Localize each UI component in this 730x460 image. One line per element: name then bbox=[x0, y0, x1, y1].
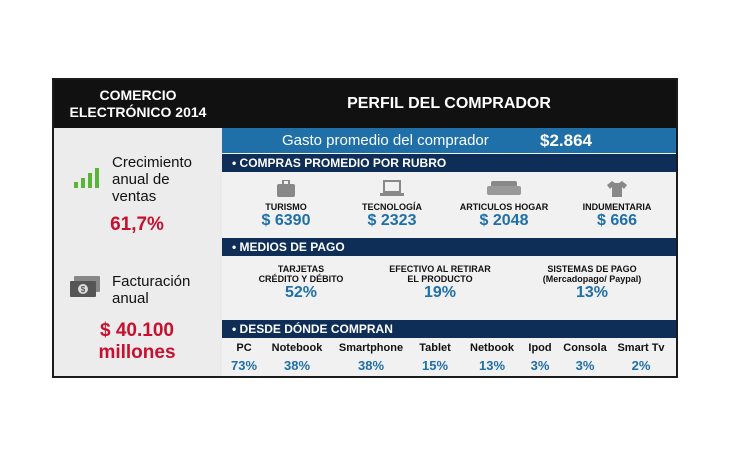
device-value: 15% bbox=[421, 358, 449, 373]
bar-chart-icon bbox=[74, 168, 99, 188]
device-value: 13% bbox=[478, 358, 506, 373]
average-spend-bar: Gasto promedio del comprador $2.864 bbox=[222, 128, 676, 153]
left-header: COMERCIO ELECTRÓNICO 2014 bbox=[54, 80, 222, 128]
pago-line2: EL PRODUCTO bbox=[407, 274, 473, 284]
pago-line1: TARJETAS bbox=[277, 264, 325, 274]
device-value: 38% bbox=[357, 358, 385, 373]
rubro-value: $ 2048 bbox=[479, 212, 529, 229]
billing-value-line2: millones bbox=[98, 342, 176, 363]
pago-value: 52% bbox=[284, 284, 318, 301]
money-icon: $ bbox=[70, 276, 100, 297]
rubro-name: ARTICULOS HOGAR bbox=[459, 202, 549, 212]
rubro-indumentaria: INDUMENTARIA $ 666 bbox=[562, 180, 672, 230]
pago-value: 13% bbox=[575, 284, 609, 301]
section-donde-header: • DESDE DÓNDE COMPRAN bbox=[222, 320, 676, 338]
device-smart-tv: Smart Tv 2% bbox=[614, 342, 668, 373]
growth-label: Crecimiento anual de ventas bbox=[112, 154, 192, 205]
svg-text:$: $ bbox=[81, 285, 86, 294]
device-name: Smartphone bbox=[338, 342, 404, 354]
device-name: Ipod bbox=[528, 342, 552, 354]
rubro-value: $ 666 bbox=[596, 212, 638, 229]
pago-tarjetas: TARJETAS CRÉDITO Y DÉBITO 52% bbox=[236, 264, 366, 302]
device-name: Smart Tv bbox=[617, 342, 665, 354]
suitcase-icon bbox=[277, 180, 295, 197]
average-spend-label: Gasto promedio del comprador bbox=[282, 132, 489, 149]
billing-label: Facturación anual bbox=[112, 273, 190, 307]
device-name: Notebook bbox=[271, 342, 323, 354]
left-header-line2: ELECTRÓNICO 2014 bbox=[69, 104, 207, 120]
device-name: Consola bbox=[563, 342, 607, 354]
average-spend-value: $2.864 bbox=[540, 130, 592, 150]
device-netbook: Netbook 13% bbox=[464, 342, 520, 373]
device-ipod: Ipod 3% bbox=[524, 342, 556, 373]
billing-label-line2: anual bbox=[112, 290, 149, 307]
profile-panel: Gasto promedio del comprador $2.864 • CO… bbox=[222, 128, 676, 376]
rubro-value: $ 2323 bbox=[367, 212, 417, 229]
sofa-icon bbox=[487, 181, 521, 195]
growth-label-line3: ventas bbox=[112, 188, 157, 205]
growth-stat: Crecimiento anual de ventas 61,7% bbox=[54, 128, 220, 258]
device-value: 38% bbox=[283, 358, 311, 373]
section-pago-header: • MEDIOS DE PAGO bbox=[222, 238, 676, 256]
rubro-name: INDUMENTARIA bbox=[582, 202, 652, 212]
device-pc: PC 73% bbox=[226, 342, 262, 373]
rubro-value: $ 6390 bbox=[261, 212, 311, 229]
billing-stat: $ Facturación anual $ 40.100 millones bbox=[54, 268, 220, 388]
pago-line1: EFECTIVO AL RETIRAR bbox=[389, 264, 491, 274]
pago-line2: CRÉDITO Y DÉBITO bbox=[258, 274, 344, 284]
pago-value: 19% bbox=[423, 284, 457, 301]
growth-value: 61,7% bbox=[110, 214, 164, 235]
billing-value-line1: $ 40.100 bbox=[100, 320, 174, 341]
pago-sistemas: SISTEMAS DE PAGO (Mercadopago/ Paypal) 1… bbox=[518, 264, 666, 302]
rubro-hogar: ARTICULOS HOGAR $ 2048 bbox=[444, 180, 564, 230]
device-smartphone: Smartphone 38% bbox=[334, 342, 408, 373]
device-name: PC bbox=[236, 342, 252, 354]
device-value: 73% bbox=[230, 358, 258, 373]
rubro-turismo: TURISMO $ 6390 bbox=[236, 180, 336, 230]
left-stats-column: Crecimiento anual de ventas 61,7% $ Fact… bbox=[54, 128, 220, 376]
pago-efectivo: EFECTIVO AL RETIRAR EL PRODUCTO 19% bbox=[370, 264, 510, 302]
device-consola: Consola 3% bbox=[560, 342, 610, 373]
device-tablet: Tablet 15% bbox=[412, 342, 458, 373]
rubro-tecnologia: TECNOLOGÍA $ 2323 bbox=[342, 180, 442, 230]
device-value: 3% bbox=[530, 358, 550, 373]
section-rubro-header: • COMPRAS PROMEDIO POR RUBRO bbox=[222, 154, 676, 172]
billing-label-line1: Facturación bbox=[112, 273, 191, 290]
device-value: 2% bbox=[631, 358, 651, 373]
device-name: Tablet bbox=[419, 342, 451, 354]
infographic-frame: COMERCIO ELECTRÓNICO 2014 PERFIL DEL COM… bbox=[52, 78, 678, 378]
rubro-name: TURISMO bbox=[265, 202, 307, 212]
growth-label-line1: Crecimiento bbox=[112, 154, 193, 171]
left-header-line1: COMERCIO bbox=[99, 87, 177, 103]
device-value: 3% bbox=[575, 358, 595, 373]
tshirt-icon bbox=[607, 181, 627, 197]
billing-value: $ 40.100 millones bbox=[54, 320, 220, 364]
device-notebook: Notebook 38% bbox=[266, 342, 328, 373]
pago-line2: (Mercadopago/ Paypal) bbox=[542, 274, 642, 284]
growth-label-line2: anual de bbox=[112, 171, 170, 188]
page-title: PERFIL DEL COMPRADOR bbox=[222, 80, 676, 128]
pago-line1: SISTEMAS DE PAGO bbox=[547, 264, 637, 274]
laptop-icon bbox=[380, 180, 404, 196]
rubro-name: TECNOLOGÍA bbox=[362, 202, 422, 212]
device-name: Netbook bbox=[470, 342, 514, 354]
